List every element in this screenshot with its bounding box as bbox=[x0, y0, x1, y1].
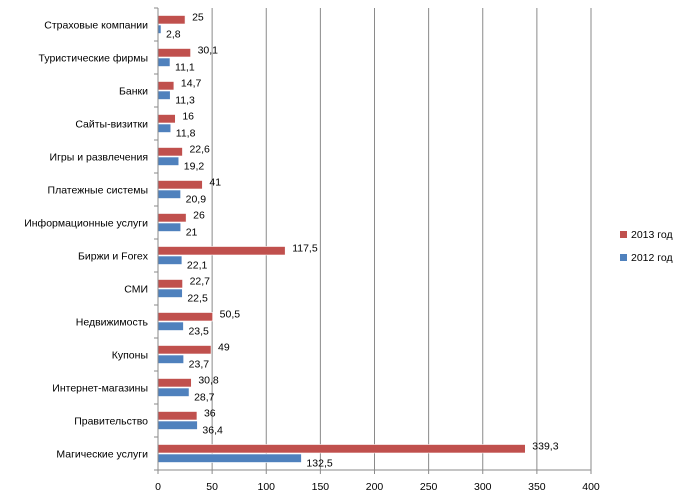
legend-label: 2012 год bbox=[631, 252, 673, 264]
bars bbox=[157, 15, 526, 463]
category-label: Магические услуги bbox=[56, 449, 148, 461]
bar-2013 bbox=[157, 378, 192, 388]
data-label-2013: 16 bbox=[182, 111, 194, 123]
data-label-2012: 11,3 bbox=[175, 95, 195, 107]
x-tick-label: 300 bbox=[474, 481, 492, 493]
bar-2012 bbox=[157, 288, 183, 298]
legend: 2013 год 2012 год bbox=[620, 229, 673, 264]
bar-2013 bbox=[157, 444, 526, 454]
category-label: Интернет-магазины bbox=[52, 383, 148, 395]
bar-2013 bbox=[157, 114, 176, 124]
legend-swatch-2013 год bbox=[620, 231, 627, 238]
data-label-2013: 26 bbox=[193, 210, 205, 222]
data-label-2012: 11,1 bbox=[175, 62, 195, 74]
bar-2013 bbox=[157, 246, 286, 256]
category-label: Игры и развлечения bbox=[50, 152, 148, 164]
category-label: Туристические фирмы bbox=[39, 53, 148, 65]
x-tick-label: 400 bbox=[582, 481, 600, 493]
data-label-2013: 339,3 bbox=[532, 441, 558, 453]
data-label-2012: 2,8 bbox=[166, 29, 181, 41]
bar-2013 bbox=[157, 147, 183, 157]
bar-2013 bbox=[157, 213, 187, 223]
bar-2012 bbox=[157, 156, 180, 166]
data-label-2012: 132,5 bbox=[306, 458, 332, 470]
x-tick-label: 250 bbox=[420, 481, 438, 493]
bar-2012 bbox=[157, 354, 184, 364]
category-label: Страховые компании bbox=[44, 20, 148, 32]
data-label-2013: 14,7 bbox=[181, 78, 202, 90]
category-label: Купоны bbox=[112, 350, 148, 362]
data-label-2013: 22,7 bbox=[190, 276, 211, 288]
bar-2012 bbox=[157, 255, 183, 265]
data-label-2012: 23,7 bbox=[189, 359, 210, 371]
data-label-2012: 36,4 bbox=[202, 425, 223, 437]
bar-2012 bbox=[157, 453, 302, 463]
data-label-2012: 19,2 bbox=[184, 161, 205, 173]
legend-label: 2013 год bbox=[631, 229, 673, 241]
x-tick-label: 50 bbox=[206, 481, 218, 493]
bar-2013 bbox=[157, 411, 198, 421]
bar-2013 bbox=[157, 345, 212, 355]
x-tick-label: 0 bbox=[155, 481, 161, 493]
bar-2012 bbox=[157, 57, 171, 67]
x-tick-label: 150 bbox=[312, 481, 330, 493]
category-label: Сайты-визитки bbox=[75, 119, 148, 131]
bar-2013 bbox=[157, 312, 213, 322]
legend-swatch-2012 год bbox=[620, 254, 627, 261]
data-label-2013: 22,6 bbox=[189, 144, 210, 156]
category-label: Платежные системы bbox=[48, 185, 148, 197]
data-label-2012: 11,8 bbox=[176, 128, 196, 140]
axes: 0 50 100 150 200 250 300 350 400 bbox=[154, 7, 600, 493]
bar-2012 bbox=[157, 321, 184, 331]
category-label: Информационные услуги bbox=[24, 218, 148, 230]
gridlines bbox=[211, 8, 592, 470]
category-label: Правительство bbox=[74, 416, 148, 428]
x-tick-label: 100 bbox=[257, 481, 275, 493]
labels: Страховые компании 25 2,8 Туристические фир… bbox=[24, 12, 559, 470]
bar-2012 bbox=[157, 90, 171, 100]
bar-2012 bbox=[157, 189, 181, 199]
x-tick-label: 350 bbox=[528, 481, 546, 493]
bar-2012 bbox=[157, 222, 182, 232]
bar-2013 bbox=[157, 279, 183, 289]
bar-2013 bbox=[157, 48, 191, 58]
category-label: СМИ bbox=[124, 284, 148, 296]
data-label-2013: 30,8 bbox=[198, 375, 219, 387]
data-label-2013: 49 bbox=[218, 342, 230, 354]
bar-2013 bbox=[157, 180, 203, 190]
data-label-2012: 21 bbox=[186, 227, 198, 239]
data-label-2013: 25 bbox=[192, 12, 204, 24]
category-label: Недвижимость bbox=[76, 317, 149, 329]
data-label-2013: 36 bbox=[204, 408, 216, 420]
category-label: Банки bbox=[119, 86, 148, 98]
bar-2013 bbox=[157, 81, 175, 91]
data-label-2012: 22,5 bbox=[187, 293, 208, 305]
category-label: Биржи и Forex bbox=[78, 251, 149, 263]
data-label-2013: 50,5 bbox=[220, 309, 241, 321]
bar-2012 bbox=[157, 123, 172, 133]
data-label-2013: 30,1 bbox=[198, 45, 219, 57]
data-label-2012: 23,5 bbox=[188, 326, 209, 338]
data-label-2012: 22,1 bbox=[187, 260, 208, 272]
bar-2012 bbox=[157, 420, 198, 430]
x-tick-label: 200 bbox=[366, 481, 384, 493]
data-label-2012: 20,9 bbox=[186, 194, 207, 206]
bar-2013 bbox=[157, 15, 186, 25]
bar-2012 bbox=[157, 387, 190, 397]
data-label-2012: 28,7 bbox=[194, 392, 215, 404]
data-label-2013: 41 bbox=[209, 177, 221, 189]
data-label-2013: 117,5 bbox=[292, 243, 318, 255]
